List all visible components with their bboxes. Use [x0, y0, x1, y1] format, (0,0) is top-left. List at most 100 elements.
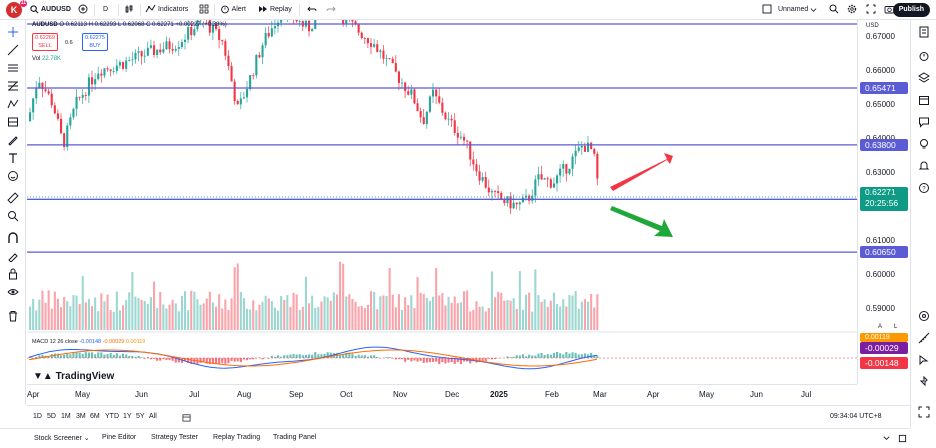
- crosshair-icon[interactable]: [7, 26, 19, 38]
- zoom-in-icon[interactable]: [7, 210, 19, 222]
- alert-label: Alert: [231, 6, 246, 13]
- buy-button[interactable]: 0.62275 BUY: [82, 33, 108, 51]
- macd-histogram-bar: [280, 356, 283, 358]
- interval-button[interactable]: D: [103, 6, 109, 13]
- notifications-icon[interactable]: [918, 160, 930, 172]
- ruler-measure-icon[interactable]: [918, 332, 930, 344]
- brush-icon[interactable]: [7, 134, 19, 146]
- layers-icon[interactable]: [918, 72, 930, 84]
- time-tick-label: May: [75, 390, 91, 399]
- log-scale-button[interactable]: L: [894, 324, 898, 330]
- range-all-button[interactable]: All: [149, 413, 157, 420]
- time-axis[interactable]: Apr May Jun Jul Aug Sep Oct Nov Dec 2025 Feb Mar Apr…: [27, 384, 857, 404]
- price-tick-label: 0.61000: [866, 236, 895, 246]
- range-1m-button[interactable]: 1M: [61, 413, 71, 420]
- macd-histogram-bar: [149, 358, 152, 360]
- magnet-icon[interactable]: [7, 232, 19, 244]
- candle-body: [422, 117, 425, 124]
- volume-bar: [75, 295, 78, 330]
- quick-search-button[interactable]: [829, 0, 839, 20]
- lock-icon[interactable]: [7, 268, 19, 280]
- eye-icon[interactable]: [7, 286, 19, 298]
- alarm-clock-icon[interactable]: [918, 50, 930, 62]
- tab-replay-trading[interactable]: Replay Trading: [213, 434, 261, 441]
- candle-body: [56, 113, 59, 119]
- volume-bar: [184, 291, 187, 330]
- fib-retracement-icon[interactable]: [7, 80, 19, 92]
- user-avatar[interactable]: K 11: [6, 0, 27, 18]
- stay-in-drawing-mode-icon[interactable]: [7, 250, 19, 262]
- undo-button[interactable]: [307, 0, 317, 20]
- candle-body: [128, 60, 131, 62]
- templates-button[interactable]: [199, 0, 209, 20]
- text-icon[interactable]: [7, 152, 19, 164]
- trash-icon[interactable]: [7, 310, 19, 322]
- clock-display[interactable]: 09:34:04 UTC+8: [830, 413, 882, 420]
- range-5y-button[interactable]: 5Y: [136, 413, 145, 420]
- macd-histogram-bar: [270, 355, 273, 358]
- cursor-plus-icon[interactable]: [918, 354, 930, 366]
- redo-button[interactable]: [326, 0, 336, 20]
- volume-bar: [196, 299, 199, 330]
- price-axis[interactable]: USD 0.67000 0.66000 0.65000 0.64000 0.63000 0…: [857, 20, 910, 384]
- compare-symbol-button[interactable]: [78, 0, 88, 20]
- ruler-icon[interactable]: [7, 192, 19, 204]
- layout-button[interactable]: Unnamed: [762, 0, 817, 20]
- range-1d-button[interactable]: 1D: [33, 413, 42, 420]
- pattern-icon[interactable]: [7, 98, 19, 110]
- chat-icon[interactable]: [918, 116, 930, 128]
- candle-body: [122, 62, 125, 69]
- range-ytd-button[interactable]: YTD: [105, 413, 119, 420]
- settings-button[interactable]: [847, 0, 857, 20]
- range-6m-button[interactable]: 6M: [90, 413, 100, 420]
- emoji-icon[interactable]: [7, 170, 19, 182]
- target-icon[interactable]: [918, 310, 930, 322]
- volume-bar: [354, 301, 357, 330]
- macd-histogram-bar: [261, 358, 264, 360]
- horizontal-lines-icon[interactable]: [7, 62, 19, 74]
- ideas-icon[interactable]: [918, 138, 930, 150]
- chart-type-button[interactable]: [124, 0, 134, 20]
- auto-scale-button[interactable]: A: [878, 324, 883, 330]
- search-icon: [829, 4, 839, 14]
- candle-body: [382, 50, 385, 59]
- sell-button[interactable]: 0.62269 SELL: [32, 33, 58, 51]
- macd-histogram-bar: [543, 354, 546, 358]
- candle-body: [397, 71, 400, 83]
- macd-histogram-bar: [481, 358, 484, 362]
- volume-bar: [342, 263, 345, 330]
- candle-body: [78, 96, 81, 98]
- candle-body: [528, 195, 531, 201]
- pin-icon[interactable]: [918, 376, 930, 388]
- help-icon[interactable]: ?: [918, 182, 930, 194]
- chart-pane[interactable]: [27, 20, 857, 384]
- publish-button[interactable]: Publish: [892, 3, 930, 17]
- watchlist-icon[interactable]: [918, 26, 930, 38]
- fullscreen-button[interactable]: [866, 0, 876, 20]
- indicators-button[interactable]: Indicators: [145, 0, 188, 20]
- tab-trading-panel[interactable]: Trading Panel: [273, 434, 317, 441]
- volume-bar: [270, 301, 273, 330]
- candle-body: [230, 66, 233, 82]
- maximize-icon[interactable]: [918, 406, 930, 418]
- volume-bar: [453, 296, 456, 330]
- range-5d-button[interactable]: 5D: [47, 413, 56, 420]
- macd-histogram-bar: [577, 354, 580, 358]
- tab-pine-editor[interactable]: Pine Editor: [102, 434, 137, 441]
- tab-strategy-tester[interactable]: Strategy Tester: [151, 434, 198, 441]
- symbol-search-button[interactable]: AUDUSD: [30, 0, 71, 20]
- candle-body: [463, 136, 466, 141]
- replay-button[interactable]: Replay: [258, 0, 292, 20]
- range-3m-button[interactable]: 3M: [76, 413, 86, 420]
- macd-histogram-bar: [187, 358, 190, 364]
- projection-icon[interactable]: [7, 116, 19, 128]
- price-chart[interactable]: [27, 20, 857, 384]
- goto-date-button[interactable]: [182, 413, 191, 424]
- range-1y-button[interactable]: 1Y: [123, 413, 132, 420]
- alert-button[interactable]: Alert: [220, 0, 246, 20]
- maximize-panel-button[interactable]: [898, 434, 907, 445]
- tab-stock-screener[interactable]: Stock Screener ⌄: [34, 435, 90, 442]
- collapse-panel-button[interactable]: [882, 434, 891, 445]
- trend-line-icon[interactable]: [7, 44, 19, 56]
- calendar-icon[interactable]: [918, 94, 930, 106]
